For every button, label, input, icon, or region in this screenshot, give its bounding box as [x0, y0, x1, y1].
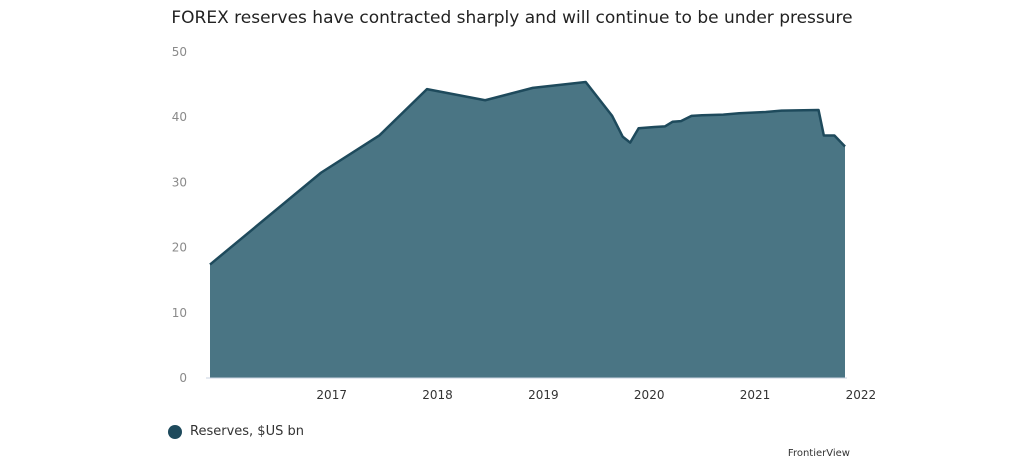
source-label: FrontierView	[787, 448, 850, 459]
chart-title: FOREX reserves have contracted sharply a…	[171, 8, 853, 28]
area-line	[209, 80, 846, 266]
legend-marker	[168, 424, 182, 439]
y-tick-label: 20	[172, 241, 187, 255]
y-tick-label: 30	[172, 175, 187, 189]
y-tick-label: 50	[172, 45, 187, 59]
y-tick-label: 0	[179, 371, 187, 385]
legend-label: Reserves, $US bn	[190, 424, 304, 439]
x-tick-label: 2020	[634, 388, 665, 402]
y-tick-label: 10	[172, 306, 187, 320]
legend: Reserves, $US bn	[168, 424, 304, 439]
x-tick-label: 2021	[740, 388, 771, 402]
y-tick-label: 40	[172, 110, 187, 124]
x-tick-label: 2018	[422, 388, 453, 402]
x-tick-label: 2022	[846, 388, 877, 402]
area-fill	[210, 81, 845, 378]
x-tick-label: 2017	[316, 388, 347, 402]
x-tick-label: 2019	[528, 388, 559, 402]
